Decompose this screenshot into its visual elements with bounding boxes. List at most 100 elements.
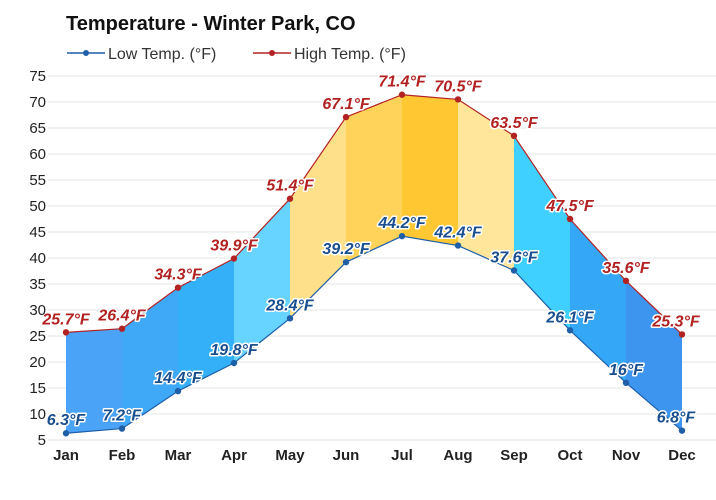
- y-tick-label: 45: [29, 224, 46, 241]
- low-temp-point[interactable]: [398, 232, 406, 240]
- temperature-band: [234, 198, 290, 364]
- y-tick-label: 10: [29, 406, 46, 423]
- y-tick-label: 20: [29, 354, 46, 371]
- legend-label-low: Low Temp. (°F): [108, 46, 216, 63]
- x-tick-label: Sep: [500, 447, 528, 464]
- low-temp-label: 42.4°F: [433, 225, 483, 242]
- low-temp-point[interactable]: [678, 427, 686, 434]
- x-tick-label: Oct: [557, 447, 582, 464]
- y-axis: 5 10 15 20 25 30 35 40 45 50 55 60 65 70 75: [29, 68, 46, 449]
- x-tick-label: Apr: [221, 447, 247, 464]
- x-tick-label: Mar: [165, 447, 192, 464]
- high-temp-label: 25.3°F: [651, 313, 701, 330]
- x-tick-label: Aug: [443, 447, 472, 464]
- low-temp-label: 14.4°F: [154, 370, 203, 387]
- high-temp-point[interactable]: [510, 132, 518, 139]
- temperature-band: [626, 280, 682, 431]
- temperature-band: [346, 94, 402, 263]
- high-temp-point[interactable]: [118, 325, 126, 332]
- high-temp-label: 39.9°F: [210, 238, 259, 255]
- low-temp-label: 6.3°F: [47, 412, 87, 429]
- x-tick-label: Jan: [53, 447, 79, 464]
- high-temp-point[interactable]: [398, 91, 406, 98]
- high-temp-line: [65, 94, 683, 335]
- low-temp-label: 28.4°F: [265, 297, 315, 314]
- data-points: [62, 91, 686, 437]
- low-temp-label: 44.2°F: [377, 215, 427, 232]
- high-temp-point[interactable]: [342, 113, 350, 121]
- chart-title: Temperature - Winter Park, CO: [66, 13, 356, 35]
- x-tick-label: May: [275, 447, 305, 464]
- high-temp-label: 63.5°F: [490, 115, 539, 132]
- legend-label-high: High Temp. (°F): [294, 46, 406, 63]
- high-temp-label: 47.5°F: [545, 198, 595, 215]
- low-temp-label: 16°F: [609, 362, 644, 379]
- low-temp-label: 19.8°F: [210, 342, 259, 359]
- legend-marker-low: [83, 50, 89, 56]
- x-tick-label: Jul: [391, 447, 413, 464]
- y-tick-label: 30: [29, 302, 46, 319]
- high-temp-label: 71.4°F: [378, 74, 427, 91]
- low-temp-point[interactable]: [230, 359, 238, 367]
- low-temp-label: 6.8°F: [657, 410, 697, 427]
- low-temp-point[interactable]: [622, 379, 630, 386]
- legend-marker-high: [269, 50, 275, 56]
- low-temp-point[interactable]: [118, 425, 126, 432]
- y-tick-label: 60: [29, 146, 46, 163]
- y-tick-label: 75: [29, 68, 46, 85]
- y-tick-label: 15: [29, 380, 46, 397]
- high-temp-point[interactable]: [678, 331, 686, 338]
- y-tick-label: 65: [29, 120, 46, 137]
- temperature-band: [402, 94, 458, 246]
- data-labels: 25.7°F 26.4°F 34.3°F 39.9°F 51.4°F 67.1°F 71.4…: [40, 72, 703, 431]
- high-temp-label: 51.4°F: [266, 178, 315, 195]
- high-temp-label: 26.4°F: [97, 308, 147, 325]
- low-temp-label: 7.2°F: [103, 408, 143, 425]
- x-tick-label: Feb: [109, 447, 136, 464]
- low-temp-point[interactable]: [174, 387, 182, 395]
- low-temp-point[interactable]: [566, 327, 574, 334]
- temperature-band: [290, 117, 346, 319]
- low-temp-point[interactable]: [286, 315, 294, 322]
- legend-item-high[interactable]: High Temp. (°F): [253, 46, 406, 63]
- legend: Low Temp. (°F) High Temp. (°F): [67, 46, 406, 63]
- y-tick-label: 35: [29, 276, 46, 293]
- high-temp-label: 25.7°F: [41, 311, 91, 328]
- x-tick-label: Dec: [668, 447, 696, 464]
- temperature-band: [458, 99, 514, 271]
- low-temp-point[interactable]: [454, 242, 462, 249]
- low-temp-point[interactable]: [510, 267, 518, 274]
- high-temp-point[interactable]: [566, 215, 574, 223]
- y-tick-label: 55: [29, 172, 46, 189]
- high-temp-label: 34.3°F: [154, 267, 203, 284]
- low-temp-label: 39.2°F: [322, 241, 371, 258]
- temperature-band: [570, 219, 626, 383]
- x-tick-label: Nov: [612, 447, 641, 464]
- high-temp-point[interactable]: [174, 284, 182, 291]
- temperature-band: [178, 258, 234, 392]
- low-temp-line: [65, 235, 683, 434]
- y-tick-label: 70: [29, 94, 46, 111]
- temperature-band: [66, 328, 122, 434]
- y-tick-label: 40: [29, 250, 46, 267]
- high-temp-point[interactable]: [62, 329, 70, 336]
- low-temp-label: 26.1°F: [545, 309, 595, 326]
- temperature-band: [514, 135, 570, 331]
- high-temp-point[interactable]: [454, 96, 462, 103]
- high-temp-point[interactable]: [622, 277, 630, 285]
- y-tick-label: 25: [29, 328, 46, 345]
- high-temp-point[interactable]: [286, 195, 294, 202]
- low-temp-point[interactable]: [342, 258, 350, 266]
- low-temp-point[interactable]: [62, 430, 70, 437]
- high-temp-point[interactable]: [230, 255, 238, 262]
- temperature-bands: [66, 94, 682, 434]
- series-lines: [65, 94, 683, 434]
- x-axis: Jan Feb Mar Apr May Jun Jul Aug Sep Oct Nov Dec: [53, 447, 696, 464]
- x-tick-label: Jun: [333, 447, 360, 464]
- legend-item-low[interactable]: Low Temp. (°F): [67, 46, 216, 63]
- y-tick-label: 50: [29, 198, 46, 215]
- high-temp-label: 70.5°F: [434, 78, 483, 95]
- low-temp-label: 37.6°F: [490, 249, 539, 266]
